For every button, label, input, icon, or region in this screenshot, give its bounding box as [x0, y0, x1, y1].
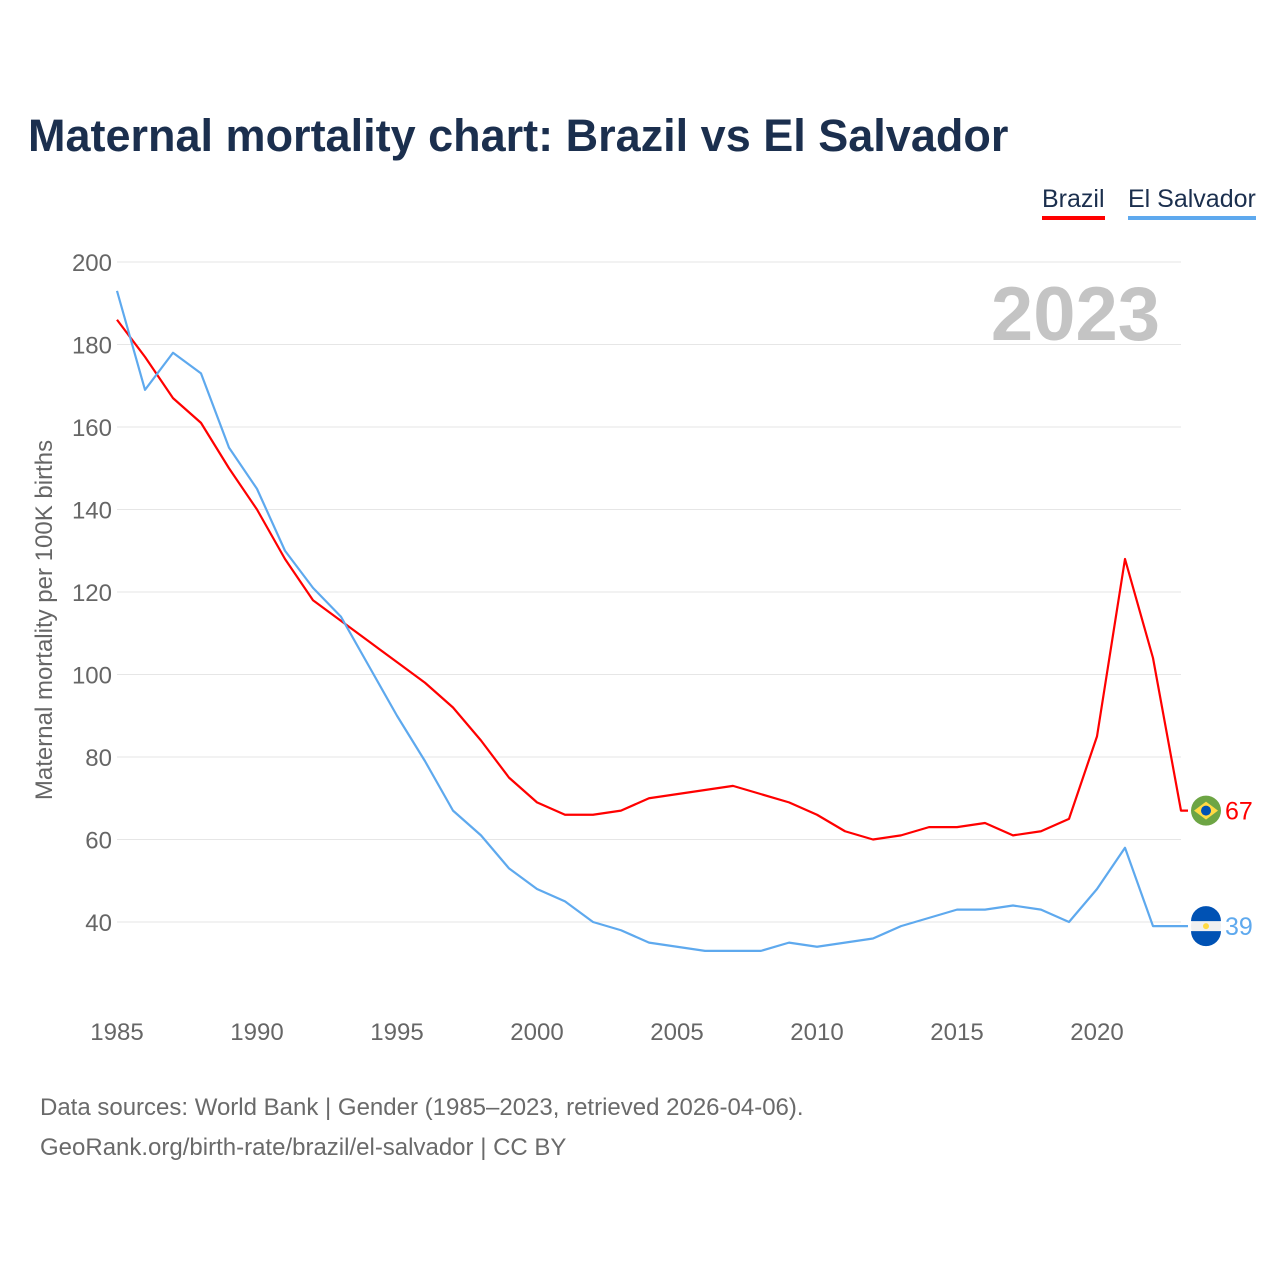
- x-tick-label: 2015: [930, 1019, 983, 1046]
- y-tick-label: 60: [85, 828, 112, 855]
- legend-el-salvador[interactable]: El Salvador: [1128, 185, 1256, 220]
- x-tick-label: 1990: [230, 1019, 283, 1046]
- year-label: 2023: [991, 272, 1160, 357]
- x-tick-label: 1995: [370, 1019, 423, 1046]
- series-line-brazil: [116, 319, 1188, 841]
- series-line-el-salvador: [115, 290, 1188, 952]
- source-note: Data sources: World Bank | Gender (1985–…: [40, 1088, 804, 1168]
- y-tick-label: 80: [85, 745, 112, 772]
- source-line-2[interactable]: GeoRank.org/birth-rate/brazil/el-salvado…: [40, 1134, 567, 1161]
- x-tick-label: 2010: [790, 1019, 843, 1046]
- x-tick-label: 2000: [510, 1019, 563, 1046]
- y-tick-label: 140: [72, 498, 112, 525]
- y-tick-label: 180: [72, 333, 112, 360]
- y-tick-label: 160: [72, 415, 112, 442]
- y-tick-label: 120: [72, 580, 112, 607]
- x-tick-label: 1985: [90, 1019, 143, 1046]
- end-value-label: 67: [1225, 798, 1253, 826]
- y-tick-label: 40: [85, 910, 112, 937]
- legend-brazil[interactable]: Brazil: [1042, 185, 1105, 220]
- el-salvador-flag-top: [1191, 906, 1221, 922]
- y-tick-label: 200: [72, 250, 112, 277]
- source-line-1: Data sources: World Bank | Gender (1985–…: [40, 1094, 804, 1121]
- brazil-flag-globe: [1201, 805, 1211, 816]
- y-axis-label: Maternal mortality per 100K births: [31, 440, 58, 800]
- end-value-label: 39: [1225, 913, 1253, 941]
- y-tick-label: 100: [72, 663, 112, 690]
- el-salvador-flag-emblem: [1203, 923, 1209, 930]
- el-salvador-flag-bottom: [1191, 931, 1221, 947]
- x-tick-label: 2005: [650, 1019, 703, 1046]
- x-tick-label: 2020: [1070, 1019, 1123, 1046]
- chart-title: Maternal mortality chart: Brazil vs El S…: [28, 110, 1009, 161]
